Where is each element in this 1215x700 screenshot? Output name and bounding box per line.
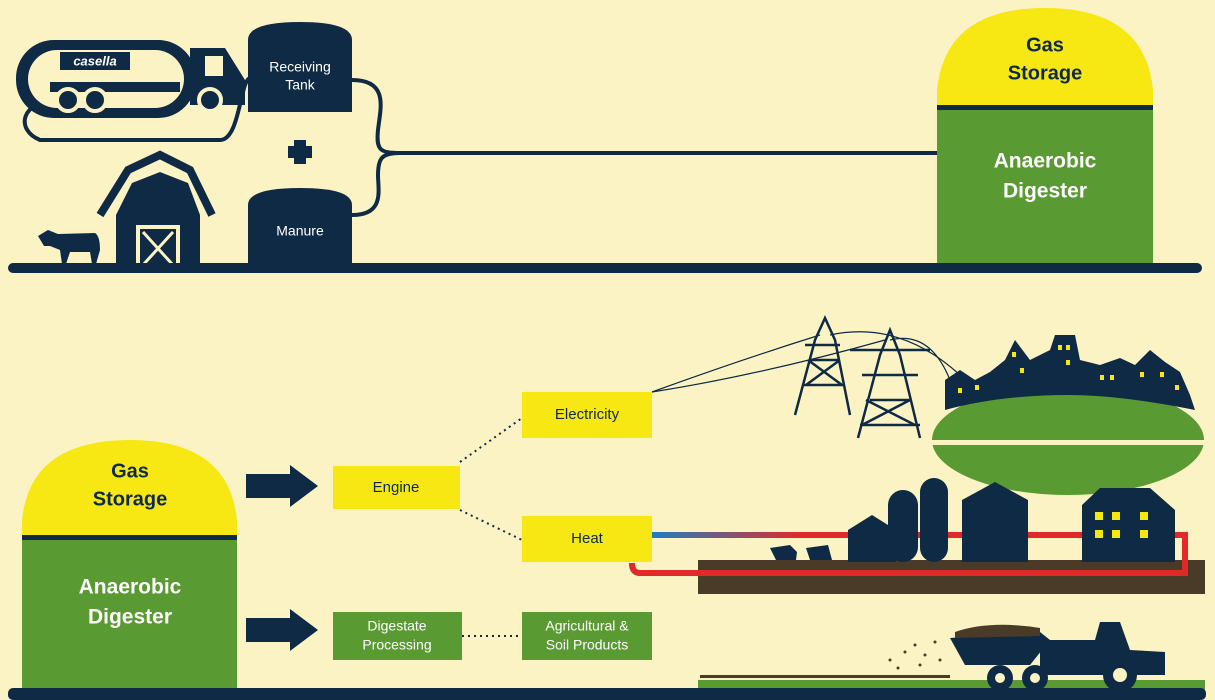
electricity-label: Electricity	[555, 406, 620, 423]
digestate-label: Digestate	[367, 618, 426, 634]
farm-soil	[698, 560, 1205, 594]
gas-storage-label: Storage	[93, 488, 167, 510]
agricultural-label: Agricultural &	[545, 618, 629, 634]
digester-label: Digester	[1003, 180, 1087, 203]
receiving-tank-label: Receiving	[269, 59, 330, 75]
truck-logo: casella	[73, 53, 116, 68]
digester-label: Anaerobic	[994, 150, 1097, 173]
digestate-label: Processing	[362, 637, 431, 653]
heat-label: Heat	[571, 530, 604, 547]
truck: casella	[16, 40, 245, 118]
manure-label: Manure	[276, 223, 324, 239]
gas-storage-label: Storage	[1008, 62, 1082, 84]
gas-storage-label: Gas	[111, 460, 149, 482]
agricultural-label: Soil Products	[546, 637, 628, 653]
digester-label: Digester	[88, 606, 172, 629]
ground-line	[8, 263, 1202, 273]
gas-storage-label: Gas	[1026, 34, 1064, 56]
receiving-tank-label: Tank	[285, 77, 316, 93]
engine-label: Engine	[373, 479, 420, 496]
ground-line	[8, 688, 1206, 700]
digester-label: Anaerobic	[79, 576, 182, 599]
diagram: casella Receiving Tank Manure Gas Storag…	[0, 0, 1215, 700]
